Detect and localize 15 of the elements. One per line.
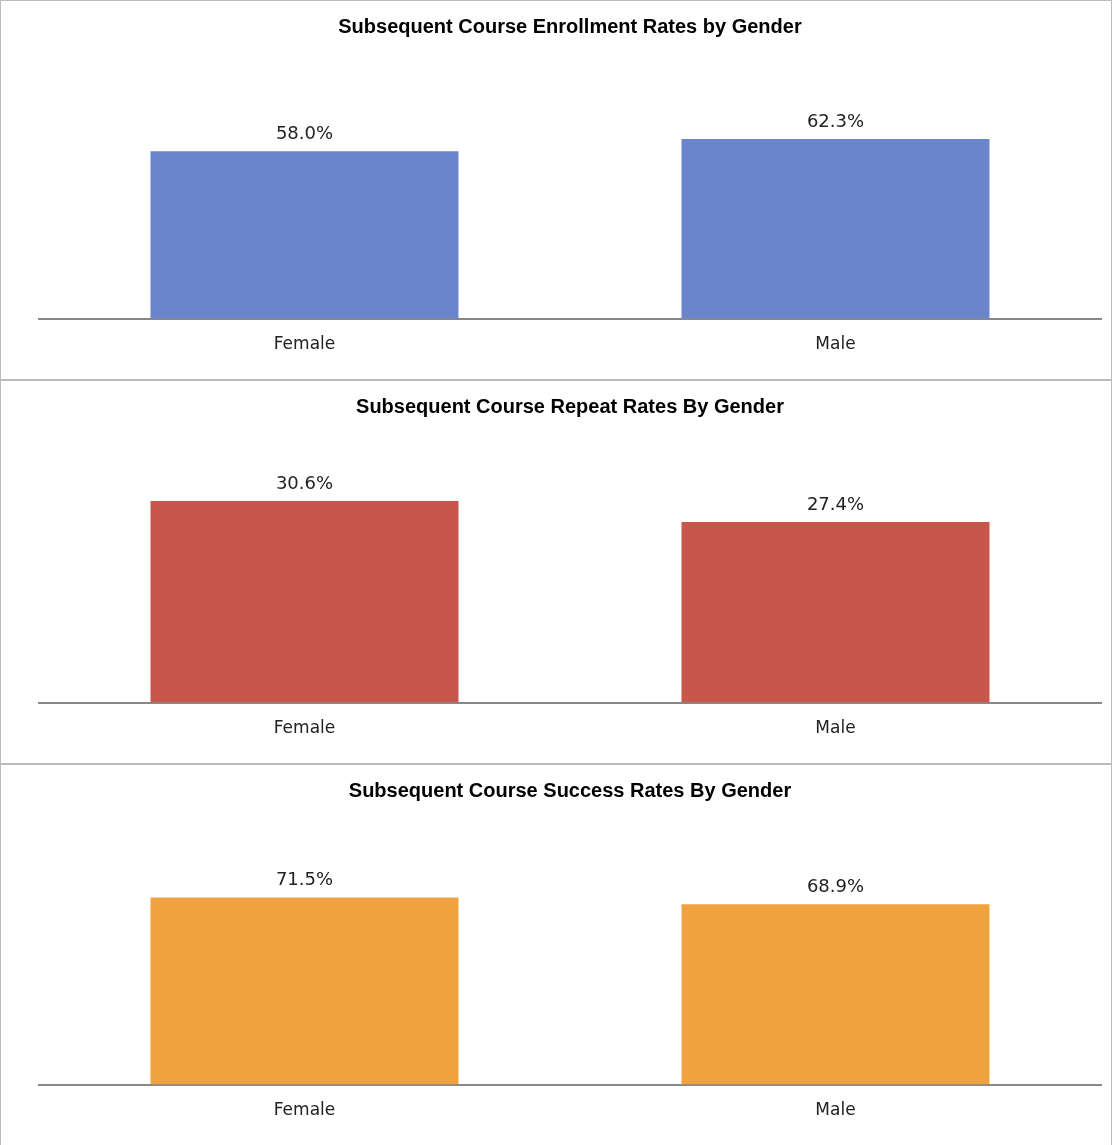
chart-title: Subsequent Course Success Rates By Gender — [348, 778, 792, 801]
data-label: 58.0% — [275, 121, 334, 143]
x-tick-label: Female — [273, 1099, 336, 1120]
x-tick-label: Male — [815, 1099, 856, 1120]
data-label: 62.3% — [806, 109, 865, 131]
x-tick-label: Female — [273, 717, 336, 738]
x-tick-label: Male — [815, 333, 856, 354]
x-tick-label: Male — [815, 717, 856, 738]
x-tick-label: Female — [273, 333, 336, 354]
data-label: 68.9% — [806, 875, 865, 897]
data-label: 30.6% — [275, 471, 334, 493]
data-label: 27.4% — [806, 492, 865, 514]
chart-title: Subsequent Course Enrollment Rates by Gender — [338, 14, 802, 37]
chart-title: Subsequent Course Repeat Rates By Gender — [356, 394, 785, 417]
data-label: 71.5% — [275, 868, 334, 890]
